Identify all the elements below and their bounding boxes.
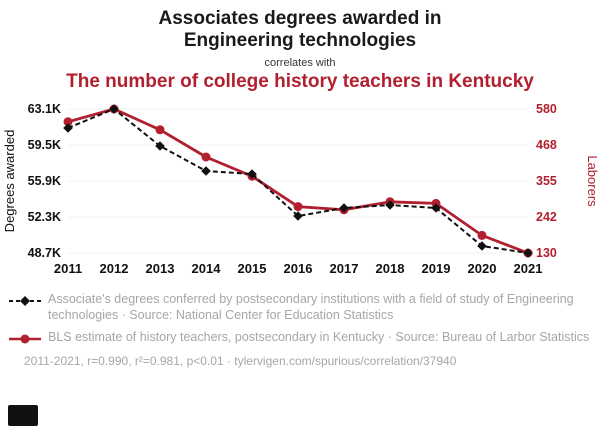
black-dashed-diamond-icon (9, 295, 41, 306)
red-circle-marker (63, 117, 73, 127)
footer-stats[interactable]: 2011-2021, r=0.990, r²=0.981, p<0.01 · t… (24, 353, 457, 368)
subtitle-red: The number of college history teachers i… (66, 70, 534, 92)
legend: Associate's degrees conferred by postsec… (0, 287, 600, 346)
connector-text: correlates with (264, 56, 336, 69)
right-y-tick-label: 242 (536, 210, 557, 224)
black-diamond-marker (247, 168, 257, 179)
black-diamond-marker (477, 240, 487, 251)
tylervigen-logo[interactable] (8, 405, 38, 426)
x-tick-label: 2016 (284, 261, 313, 276)
left-y-tick-label: 59.5K (28, 138, 61, 152)
right-y-tick-label: 130 (536, 246, 557, 260)
red-circle-marker (477, 230, 487, 240)
x-tick-label: 2020 (468, 261, 497, 276)
page-title-line1: Associates degrees awarded in (158, 8, 442, 29)
left-y-tick-label: 55.9K (28, 174, 61, 188)
x-tick-label: 2014 (192, 261, 222, 276)
black-diamond-marker (63, 122, 73, 133)
black-diamond-marker (201, 165, 211, 176)
legend-item-degrees: Associate's degrees conferred by postsec… (8, 291, 590, 323)
x-tick-label: 2019 (422, 261, 451, 276)
black-diamond-marker (109, 103, 119, 114)
left-y-tick-label: 63.1K (28, 102, 61, 116)
red-line-circle-icon (9, 334, 41, 344)
black-diamond-marker (523, 247, 533, 258)
right-y-tick-label: 355 (536, 174, 557, 188)
left-axis-title: Degrees awarded (2, 129, 17, 232)
x-tick-label: 2011 (54, 261, 82, 276)
black-diamond-marker (293, 210, 303, 221)
right-y-tick-label: 468 (536, 138, 557, 152)
right-axis-title: Laborers (585, 155, 600, 207)
black-diamond-marker (155, 140, 165, 151)
black-diamond-marker (339, 202, 349, 213)
chart-area: 63.1K 580 59.5K 468 55.9K 355 52.3K 242 48.7K 130… (0, 95, 600, 287)
x-tick-label: 2013 (146, 261, 175, 276)
red-circle-marker (201, 152, 211, 162)
x-tick-label: 2015 (238, 261, 267, 276)
line-chart: 63.1K 580 59.5K 468 55.9K 355 52.3K 242 48.7K 130… (2, 102, 600, 276)
x-tick-label: 2012 (100, 261, 129, 276)
page-title-line2: Engineering technologies (183, 30, 417, 52)
legend-label-degrees: Associate's degrees conferred by postsec… (48, 291, 574, 322)
legend-item-teachers: BLS estimate of history teachers, postse… (8, 329, 590, 346)
x-tick-label: 2021 (514, 261, 543, 276)
x-tick-label: 2017 (330, 261, 359, 276)
left-y-tick-label: 48.7K (28, 246, 61, 260)
right-y-tick-label: 580 (536, 102, 557, 116)
legend-label-teachers: BLS estimate of history teachers, postse… (48, 329, 590, 344)
black-series-line (67, 107, 529, 254)
header: Associates degrees awarded in Engineerin… (0, 0, 600, 93)
left-y-tick-label: 52.3K (28, 210, 61, 224)
black-diamond-marker (431, 202, 441, 213)
black-diamond-marker (385, 199, 395, 210)
red-circle-marker (293, 201, 303, 211)
x-tick-label: 2018 (376, 261, 405, 276)
red-circle-marker (155, 125, 165, 135)
